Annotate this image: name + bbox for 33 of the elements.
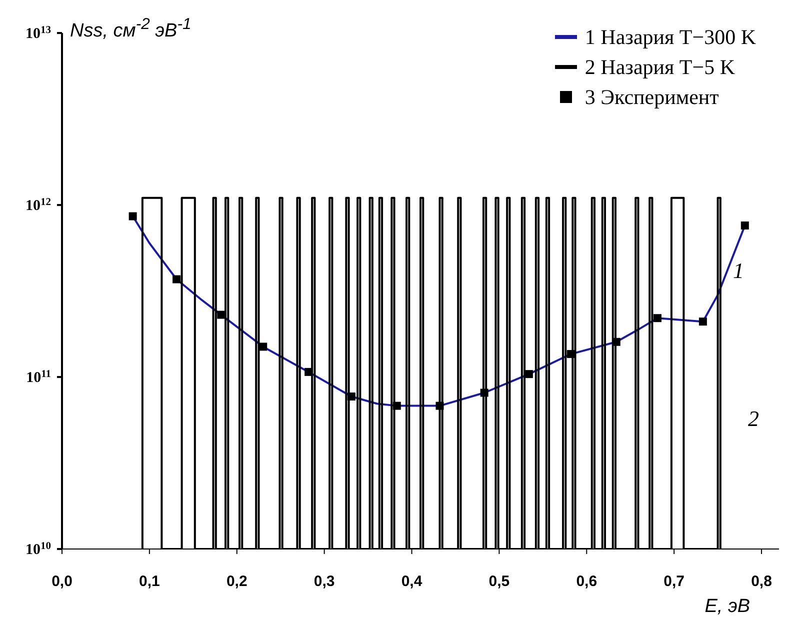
x-tick-label: 0,8 xyxy=(751,573,772,590)
point xyxy=(172,275,181,284)
y-tick-label: 10$^{10}$ xyxy=(26,540,51,558)
point xyxy=(480,388,488,397)
x-axis-title: E, эВ xyxy=(704,596,750,618)
annotation: 2 xyxy=(748,406,759,432)
point xyxy=(436,402,444,410)
x-tick-label: 0,5 xyxy=(488,573,510,590)
y-tick-label: 10$^{12}$ xyxy=(26,196,51,214)
x-tick-label: 0,7 xyxy=(664,573,685,590)
point xyxy=(392,402,401,410)
y-axis-title: Nss, см$^{-2}$ эВ$^{-1}$ xyxy=(70,16,192,42)
point xyxy=(740,222,749,230)
x-tick-label: 0,0 xyxy=(52,573,72,590)
x-tick-label: 0,4 xyxy=(401,573,423,590)
y-tick-label: 10$^{13}$ xyxy=(26,24,51,42)
x-tick-label: 0,6 xyxy=(576,573,598,590)
point xyxy=(566,350,575,358)
legend-label: 1 Назария T−300 K xyxy=(584,24,756,51)
legend-label: 2 Назария T−5 K xyxy=(584,54,735,81)
point xyxy=(347,392,356,401)
y-tick-label: 10$^{11}$ xyxy=(26,368,51,386)
point xyxy=(259,342,268,351)
point xyxy=(128,212,137,220)
x-tick-label: 0,3 xyxy=(314,573,335,590)
point xyxy=(524,370,533,378)
x-tick-label: 0,1 xyxy=(139,573,160,590)
point xyxy=(217,310,226,319)
point xyxy=(653,314,662,322)
annotation: 1 xyxy=(733,258,744,284)
x-tick-label: 0,2 xyxy=(226,573,248,590)
legend-label: 3 Эксперимент xyxy=(584,84,719,111)
point xyxy=(698,318,707,326)
